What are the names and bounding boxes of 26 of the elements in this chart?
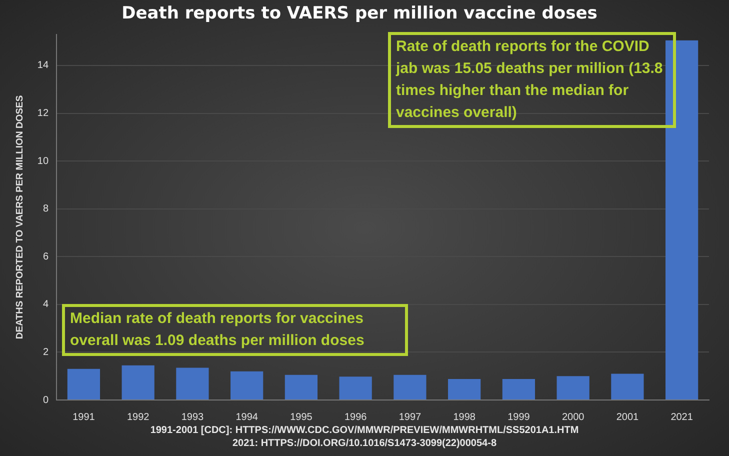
x-tick-label: 1995 <box>290 412 313 423</box>
y-tick-label: 2 <box>42 346 49 358</box>
y-tick-label: 6 <box>42 251 49 262</box>
y-tick-label: 4 <box>42 299 49 310</box>
annotation: Rate of death reports for the COVID jab was 15.05 deaths per million (13.8 times higher than the median for vaccines overall) <box>388 32 676 128</box>
x-tick-label: 1997 <box>398 412 422 423</box>
text: 1991-2001 [CDC]: HTTPS://WWW.CDC.GOV/MMWR/PREVIEW/MMWRHTML/SS5201A1.HTM <box>149 424 580 437</box>
text: 2021: HTTPS://DOI.ORG/10.1016/S1473-3099(22)00054-8 <box>231 437 498 450</box>
y-tick-label: 10 <box>37 156 49 167</box>
x-tick-label: 1999 <box>508 412 530 423</box>
x-tick-label: 1993 <box>181 412 204 423</box>
x-tick-label: 1996 <box>344 412 368 423</box>
y-tick-label: 12 <box>37 108 49 120</box>
x-tick-label: 2000 <box>562 412 585 423</box>
x-tick-label: 1994 <box>236 412 258 423</box>
x-tick-label: 2001 <box>616 412 639 423</box>
annotation: Median rate of death reports for vaccines overall was 1.09 deaths per million doses <box>62 304 408 356</box>
x-tick-label: 1992 <box>126 412 150 423</box>
y-tick-label: 14 <box>37 60 49 72</box>
x-tick-label: 1991 <box>72 412 96 423</box>
chart-title: Death reports to VAERS per million vaccine doses <box>122 4 598 24</box>
x-tick-label: 2021 <box>670 412 694 423</box>
y-tick-label: 0 <box>42 394 49 406</box>
y-tick-label: 8 <box>42 204 49 215</box>
x-tick-label: 1998 <box>453 412 476 423</box>
y-axis-title: DEATHS REPORTED TO VAERS PER MILLION DOSES <box>14 95 26 340</box>
